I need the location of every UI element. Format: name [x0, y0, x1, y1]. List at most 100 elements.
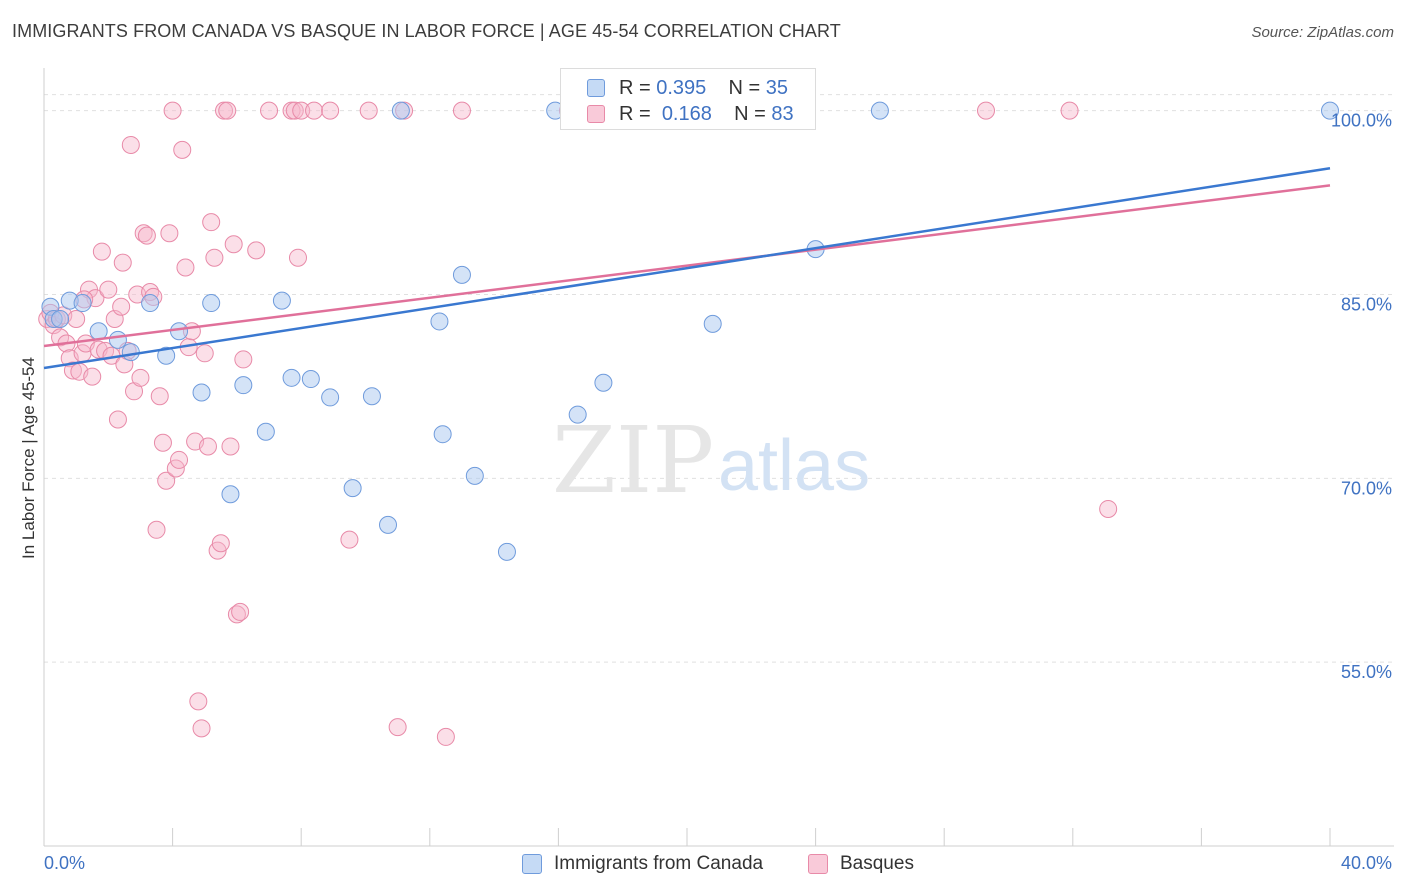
series-legend: Immigrants from Canada Basques: [0, 850, 1406, 878]
r-label: R =: [619, 103, 651, 125]
basque-point: [211, 534, 230, 553]
canada-point: [51, 309, 70, 328]
basque-point: [170, 450, 189, 469]
basque-point: [173, 140, 192, 159]
y-axis-title: In Labor Force | Age 45-54: [19, 357, 38, 559]
basque-point: [137, 226, 156, 245]
canada-point: [870, 101, 889, 120]
canada-point: [141, 294, 160, 313]
tick-labels: 55.0% 70.0% 85.0% 100.0% 0.0% 40.0%: [44, 111, 1392, 873]
basque-point: [452, 101, 471, 120]
basque-point: [976, 101, 995, 120]
basque-point: [63, 361, 82, 380]
canada-point: [301, 370, 320, 389]
x-tick-label: 40.0%: [1341, 853, 1392, 873]
basque-point: [292, 101, 311, 120]
canada-trend-line: [43, 167, 1331, 370]
canada-point: [362, 387, 381, 406]
n-value-canada: 35: [765, 77, 789, 99]
canada-point: [170, 322, 189, 341]
canada-point: [452, 265, 471, 284]
legend-swatch-canada: [587, 79, 605, 97]
basque-point: [147, 520, 166, 539]
canada-point: [192, 383, 211, 402]
basque-point: [305, 101, 324, 120]
canada-point: [234, 376, 253, 395]
x-tick-label: 0.0%: [44, 853, 85, 873]
r-value-basque: 0.168: [661, 103, 712, 125]
canada-point: [202, 294, 221, 313]
canada-point: [256, 422, 275, 441]
canada-point: [272, 291, 291, 310]
basque-point: [83, 367, 102, 386]
canada-point: [465, 466, 484, 485]
basque-point: [67, 309, 86, 328]
source-credit: Source: ZipAtlas.com: [1251, 24, 1394, 41]
canada-point: [73, 294, 92, 313]
basque-point: [227, 605, 246, 624]
canada-point: [433, 425, 452, 444]
canada-point: [430, 312, 449, 331]
canada-point: [497, 542, 516, 561]
basque-point: [134, 224, 153, 243]
basque-point: [218, 101, 237, 120]
correlation-legend: R = 0.395 N = 35 R = 0.168 N = 83: [560, 68, 816, 130]
basque-point: [131, 368, 150, 387]
canada-point: [108, 330, 127, 349]
basque-point: [1099, 499, 1118, 518]
basque-point: [359, 101, 378, 120]
basque-point: [221, 437, 240, 456]
n-label: N =: [728, 77, 761, 99]
basque-point: [234, 350, 253, 369]
legend-stats-canada: R = 0.395 N = 35: [619, 77, 788, 100]
basque-point: [1060, 101, 1079, 120]
canada-point: [703, 314, 722, 333]
basque-point: [192, 719, 211, 738]
basque-point: [153, 433, 172, 452]
basque-point: [198, 437, 217, 456]
canada-point: [343, 479, 362, 498]
canada-point: [157, 346, 176, 365]
watermark-atlas: atlas: [718, 426, 870, 506]
basque-point: [388, 718, 407, 737]
basque-point: [436, 727, 455, 746]
legend-swatch-canada: [522, 854, 542, 874]
basque-point: [247, 241, 266, 260]
basque-point: [260, 101, 279, 120]
basque-point: [160, 224, 179, 243]
r-label: R =: [619, 77, 651, 99]
y-tick-label: 70.0%: [1341, 478, 1392, 498]
basque-point: [224, 235, 243, 254]
legend-label-canada: Immigrants from Canada: [554, 853, 764, 874]
r-value-canada: 0.395: [656, 77, 707, 99]
trend-lines: [43, 167, 1331, 370]
watermark: ZIP atlas: [552, 407, 870, 514]
canada-point: [391, 101, 410, 120]
basque-point: [285, 101, 304, 120]
canada-point: [1321, 101, 1339, 120]
basque-point: [205, 248, 224, 267]
y-tick-label: 55.0%: [1341, 662, 1392, 682]
axes: [43, 68, 1394, 847]
basque-point: [189, 692, 208, 711]
canada-point: [594, 373, 613, 392]
basque-point: [195, 344, 214, 363]
basque-point: [92, 242, 111, 261]
legend-label-basque: Basques: [840, 853, 914, 874]
basque-point: [112, 297, 131, 316]
basque-point: [113, 253, 132, 272]
basque-point: [108, 410, 127, 429]
n-label: N =: [734, 103, 766, 125]
basque-point: [150, 387, 169, 406]
n-value-basque: 83: [771, 103, 794, 125]
watermark-zip: ZIP: [552, 407, 714, 514]
basque-point: [340, 530, 359, 549]
legend-swatch-basque: [587, 105, 605, 123]
basque-point: [157, 471, 176, 490]
basque-point: [121, 135, 140, 154]
legend-stats-basque: R = 0.168 N = 83: [619, 103, 794, 126]
basque-point: [176, 258, 195, 277]
basque-point: [288, 248, 307, 267]
canada-point: [379, 515, 398, 534]
